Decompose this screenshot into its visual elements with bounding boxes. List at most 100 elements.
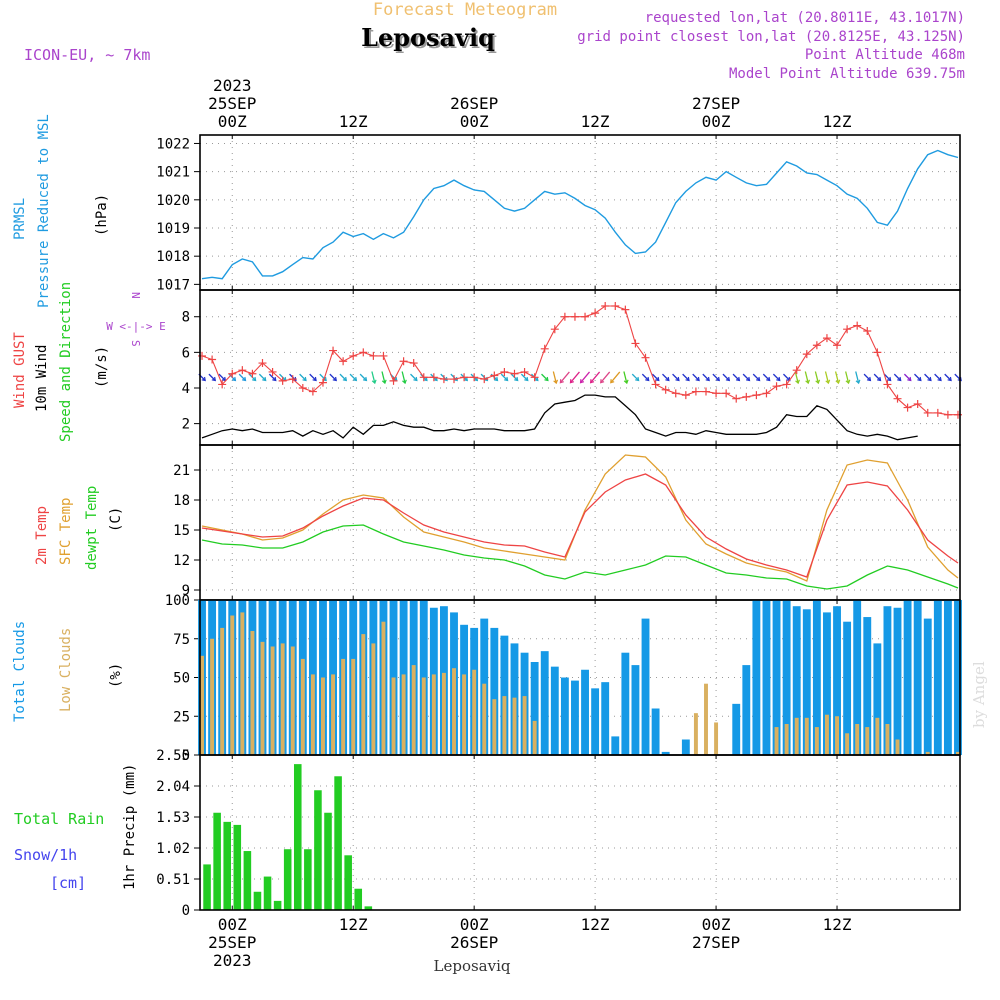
pressure-ytick-label: 1017 xyxy=(156,277,190,293)
temperature-ytick-label: 21 xyxy=(173,463,190,479)
low-cloud-bar xyxy=(240,612,245,755)
wind-gust-marker xyxy=(308,387,317,396)
snow-unit-label: [cm] xyxy=(50,874,86,892)
rain-bar xyxy=(314,790,322,910)
total-cloud-bar xyxy=(530,662,539,755)
wind-barb-head xyxy=(493,376,499,382)
wind-gust-marker xyxy=(470,373,479,382)
low-cloud-bar xyxy=(331,674,336,755)
time-label-bottom: 25SEP xyxy=(208,933,256,952)
wind-barb xyxy=(268,373,277,381)
clouds-ytick-label: 50 xyxy=(173,671,190,687)
clouds-unit: (%) xyxy=(108,663,124,688)
wind-gust-marker xyxy=(873,348,882,357)
wind-gust-marker xyxy=(349,351,358,360)
wind-barb xyxy=(541,373,549,381)
total-cloud-bar xyxy=(954,600,962,755)
total-cloud-bar xyxy=(651,708,660,755)
wind-barb-head xyxy=(725,376,731,382)
wind-barb-head xyxy=(735,376,741,382)
wind-barb-head xyxy=(443,376,448,382)
total-cloud-bar xyxy=(661,751,670,755)
wind-barb xyxy=(238,373,246,381)
wind-gust-marker xyxy=(933,408,942,417)
wind-barb-head xyxy=(302,376,307,382)
wind-gust-marker xyxy=(268,367,277,376)
wind-gust-marker xyxy=(853,321,862,330)
wind-gust-marker xyxy=(812,341,821,350)
wind-barb-head xyxy=(665,376,670,382)
wind-gust-marker xyxy=(429,373,438,382)
point-altitude: Point Altitude 468m xyxy=(805,47,965,63)
wind-barb-head xyxy=(623,379,629,385)
wind-gust-marker xyxy=(671,389,680,398)
wind-barb xyxy=(631,373,640,381)
precip-unit: 1hr Precip (mm) xyxy=(122,764,138,890)
total-cloud-bar xyxy=(611,736,620,755)
wind-barb-head xyxy=(312,376,317,382)
wind-gust-marker xyxy=(329,346,338,355)
wind-gust-marker xyxy=(379,351,388,360)
wind-barb-head xyxy=(252,376,257,382)
wind-gust-marker xyxy=(500,367,509,376)
wind-barb xyxy=(410,373,418,381)
total-cloud-bar xyxy=(823,612,831,755)
low-cloud-bar xyxy=(391,677,396,755)
wind-barb-head xyxy=(917,376,922,382)
total-cloud-bar xyxy=(742,665,751,755)
pressure-line xyxy=(201,149,959,280)
wind-gust-marker xyxy=(843,325,852,334)
rain-bar xyxy=(263,876,272,910)
wind-barb xyxy=(682,373,690,381)
compass-s: S xyxy=(129,340,142,347)
rain-bar xyxy=(243,851,252,910)
wind-barb-head xyxy=(504,376,509,382)
wind-gust-marker xyxy=(318,378,327,387)
wind-gust-marker xyxy=(792,366,801,375)
low-cloud-bar xyxy=(532,720,537,755)
wind-ytick-label: 4 xyxy=(182,381,190,397)
pressure-unit: (hPa) xyxy=(94,194,110,236)
total-cloud-bar xyxy=(571,680,579,755)
total-cloud-bar xyxy=(732,703,741,755)
station-title-shadow: Leposaviq xyxy=(363,25,497,54)
low-cloud-bar xyxy=(502,696,507,755)
time-label-bottom: 12Z xyxy=(823,915,852,934)
rain-bar xyxy=(253,891,262,910)
wind-barb-head xyxy=(845,379,851,385)
time-label-top: 27SEP xyxy=(692,94,740,113)
wind-gust-marker xyxy=(439,375,448,384)
temperature-ytick-label: 9 xyxy=(182,583,190,599)
wind-barb-head xyxy=(866,376,872,382)
wind-gust-marker xyxy=(943,410,952,419)
wind-barb xyxy=(559,371,570,384)
wind-barb-head xyxy=(402,379,407,385)
low-cloud-bar xyxy=(714,722,719,755)
low-cloud-bar xyxy=(341,658,346,755)
wind-gust-marker xyxy=(913,400,922,409)
total-cloud-bar xyxy=(752,600,761,755)
wind-gust-marker xyxy=(450,375,459,384)
rain-bar xyxy=(223,821,231,910)
wind-gust-marker xyxy=(651,380,660,389)
low-cloud-bar xyxy=(925,751,930,755)
credit: by Angel xyxy=(970,661,988,728)
footer-station: Leposaviq xyxy=(434,957,511,975)
wind-gust-marker xyxy=(540,344,549,353)
low-cloud-bar xyxy=(512,697,517,755)
total-cloud-bar xyxy=(903,600,912,755)
wind-barb xyxy=(641,373,650,381)
wind-gust-marker xyxy=(238,366,247,375)
rain-bar xyxy=(273,900,282,910)
low-cloud-bar xyxy=(300,658,305,755)
compass-n: N xyxy=(129,292,142,299)
wind-barb-head xyxy=(534,376,539,382)
precip-ytick-label: 2.04 xyxy=(156,779,190,795)
low-cloud-bar xyxy=(855,724,860,755)
low-cloud-bar xyxy=(411,665,416,755)
wind-barb xyxy=(319,373,327,381)
wind-gust-marker xyxy=(510,369,519,378)
wind-gust-marker xyxy=(228,369,237,378)
clouds-ytick-label: 25 xyxy=(173,709,190,725)
wind-gust-marker xyxy=(903,403,912,412)
